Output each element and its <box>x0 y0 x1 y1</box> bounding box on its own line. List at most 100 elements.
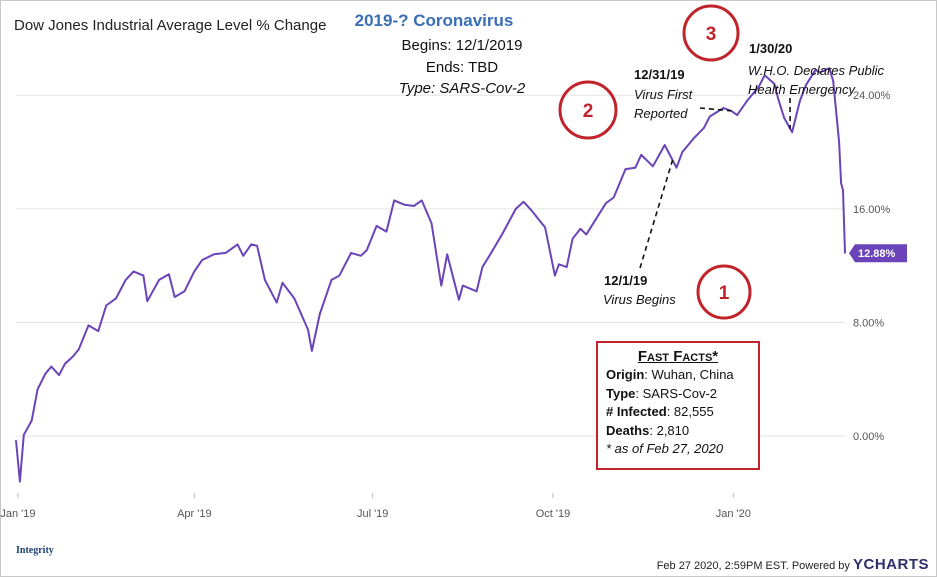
series-point <box>19 481 21 483</box>
series-point <box>842 189 844 191</box>
annotation-title: 2019-? Coronavirus <box>355 11 514 30</box>
callout-3-date: 1/30/20 <box>749 41 792 56</box>
series-point <box>515 208 517 210</box>
series-point <box>613 196 615 199</box>
series-point <box>64 363 66 365</box>
series-point <box>579 228 582 230</box>
callout-2-text-line-1: Virus First <box>634 87 694 102</box>
fast-facts-row: # Infected: 82,555 <box>606 403 750 422</box>
series-point <box>87 324 90 326</box>
series-point <box>818 71 821 74</box>
fast-facts-value: : SARS-Cov-2 <box>635 385 718 401</box>
callout-1: 1 12/1/19 Virus Begins <box>603 264 752 320</box>
fast-facts-row: Type: SARS-Cov-2 <box>606 385 750 404</box>
series-point <box>722 107 725 109</box>
callout-3-text-line-1: W.H.O. Declares Public <box>748 63 885 78</box>
series-point <box>58 374 60 376</box>
callout-3-circle <box>682 4 740 62</box>
series-point <box>242 255 244 257</box>
series-point <box>681 151 683 153</box>
series-point <box>675 167 678 169</box>
fast-facts-value: : 82,555 <box>666 404 714 419</box>
series-point <box>815 69 817 71</box>
series-point <box>330 279 333 281</box>
series-point <box>385 231 387 233</box>
series-point <box>624 168 627 170</box>
series-point <box>595 218 597 220</box>
chart-footer: Feb 27 2020, 2:59PM EST. Powered by YCHA… <box>657 556 929 573</box>
y-tick-label: 0.00% <box>853 431 884 443</box>
series-point <box>554 275 556 277</box>
callout-2: 2 12/31/19 Virus First Reported <box>558 67 694 140</box>
series-point <box>758 86 760 88</box>
fast-facts-header: Fast Facts* <box>637 348 719 365</box>
callout-3-number: 3 <box>706 24 717 45</box>
series-point <box>37 388 39 390</box>
series-point <box>462 285 464 287</box>
series-point <box>430 222 433 224</box>
series-point <box>709 115 711 118</box>
annotation-type: Type: SARS-Cov-2 <box>399 80 526 97</box>
series-point <box>23 434 25 436</box>
fast-facts-label: Type <box>606 385 636 401</box>
fast-facts-label: Origin <box>606 367 645 382</box>
series-point <box>501 233 503 236</box>
series-point <box>174 296 176 298</box>
series-point <box>281 282 284 284</box>
callout-3: 3 1/30/20 W.H.O. Declares Public Health … <box>682 4 885 97</box>
series-point <box>746 100 748 102</box>
series-point <box>652 165 654 167</box>
series-point <box>376 225 378 227</box>
series-point <box>193 270 195 272</box>
x-tick-label: Jul '19 <box>357 508 388 520</box>
annotation-begins: Begins: 12/1/2019 <box>402 37 523 54</box>
series-point <box>142 275 144 277</box>
series-point <box>183 290 186 292</box>
series-point <box>125 279 127 281</box>
series-point <box>838 141 840 143</box>
series-point <box>72 356 74 358</box>
series-point <box>703 127 705 129</box>
fast-facts-label: Deaths <box>606 422 650 438</box>
series-point <box>832 80 834 82</box>
series-point <box>307 329 309 331</box>
series-point <box>777 98 780 101</box>
callout-3-text-line-2: Health Emergency <box>748 82 856 97</box>
fast-facts-value: : Wuhan, China <box>644 367 734 382</box>
series-point <box>844 252 846 254</box>
callout-2-date: 12/31/19 <box>634 67 685 82</box>
logo-name: Integrity <box>16 545 54 556</box>
series-point <box>799 100 801 102</box>
series-point <box>403 204 405 206</box>
series-point <box>413 205 415 207</box>
series-point <box>773 83 776 85</box>
x-axis-ticks: Jan '19 Apr '19 Jul '19 Oct '19 Jan '20 <box>0 493 751 520</box>
series-point <box>201 259 203 261</box>
integrity-logo: Integrity <box>16 545 54 556</box>
series-point <box>840 182 842 184</box>
y-axis-ticks: 0.00% 8.00% 16.00% 24.00% <box>853 90 891 443</box>
series-point <box>50 366 52 368</box>
x-tick-label: Jan '19 <box>0 508 35 520</box>
series-point <box>393 199 395 201</box>
series-point <box>736 114 738 116</box>
callout-leader-line <box>639 159 674 269</box>
series-point <box>572 238 574 240</box>
series-point <box>538 219 540 221</box>
y-tick-label: 24.00% <box>853 90 891 102</box>
last-value-label: 12.88% <box>858 248 896 260</box>
callout-1-circle <box>696 264 752 320</box>
series-point <box>115 297 117 299</box>
series-point <box>693 137 695 139</box>
series-point <box>350 252 352 254</box>
callout-1-text: Virus Begins <box>603 292 676 307</box>
series-point <box>764 74 766 76</box>
x-tick-label: Oct '19 <box>536 508 571 520</box>
chart-title: Dow Jones Industrial Average Level % Cha… <box>14 17 326 34</box>
fast-facts-box: Fast Facts* Origin: Wuhan, China Type: S… <box>596 341 760 470</box>
series-point <box>213 253 215 255</box>
series-line <box>15 67 846 483</box>
ycharts-brand: YCHARTS <box>852 556 929 573</box>
last-value-badge-shape <box>849 244 907 263</box>
series-point <box>664 144 666 146</box>
